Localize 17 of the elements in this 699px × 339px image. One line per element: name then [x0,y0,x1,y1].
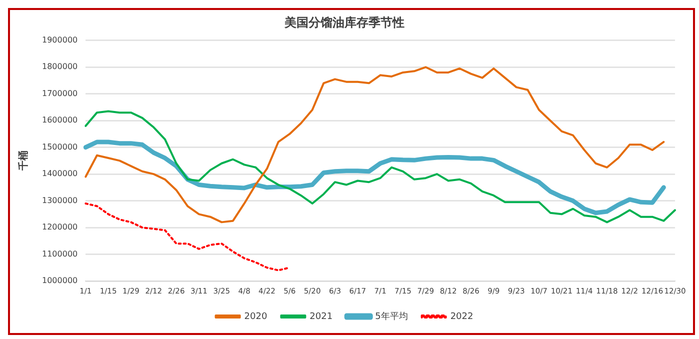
chart-title: 美国分馏油库存季节性 [284,15,404,30]
y-tick-label: 1900000 [42,35,78,44]
y-tick-label: 1200000 [42,222,78,232]
legend-label: 5年平均 [375,310,408,322]
y-tick-label: 1000000 [42,276,78,286]
legend-label: 2022 [450,312,474,322]
legend-label: 2021 [310,312,333,322]
y-tick-label: 1800000 [42,62,78,72]
y-tick-label: 1400000 [42,169,78,178]
y-tick-label: 1500000 [42,142,78,152]
y-axis-title: 千桶 [18,150,30,172]
y-tick-label: 1100000 [42,249,78,258]
y-tick-label: 1700000 [42,88,78,98]
y-tick-label: 1600000 [42,116,78,125]
line-series [84,202,291,272]
legend-label: 2020 [244,312,268,322]
y-tick-label: 1300000 [42,196,78,205]
